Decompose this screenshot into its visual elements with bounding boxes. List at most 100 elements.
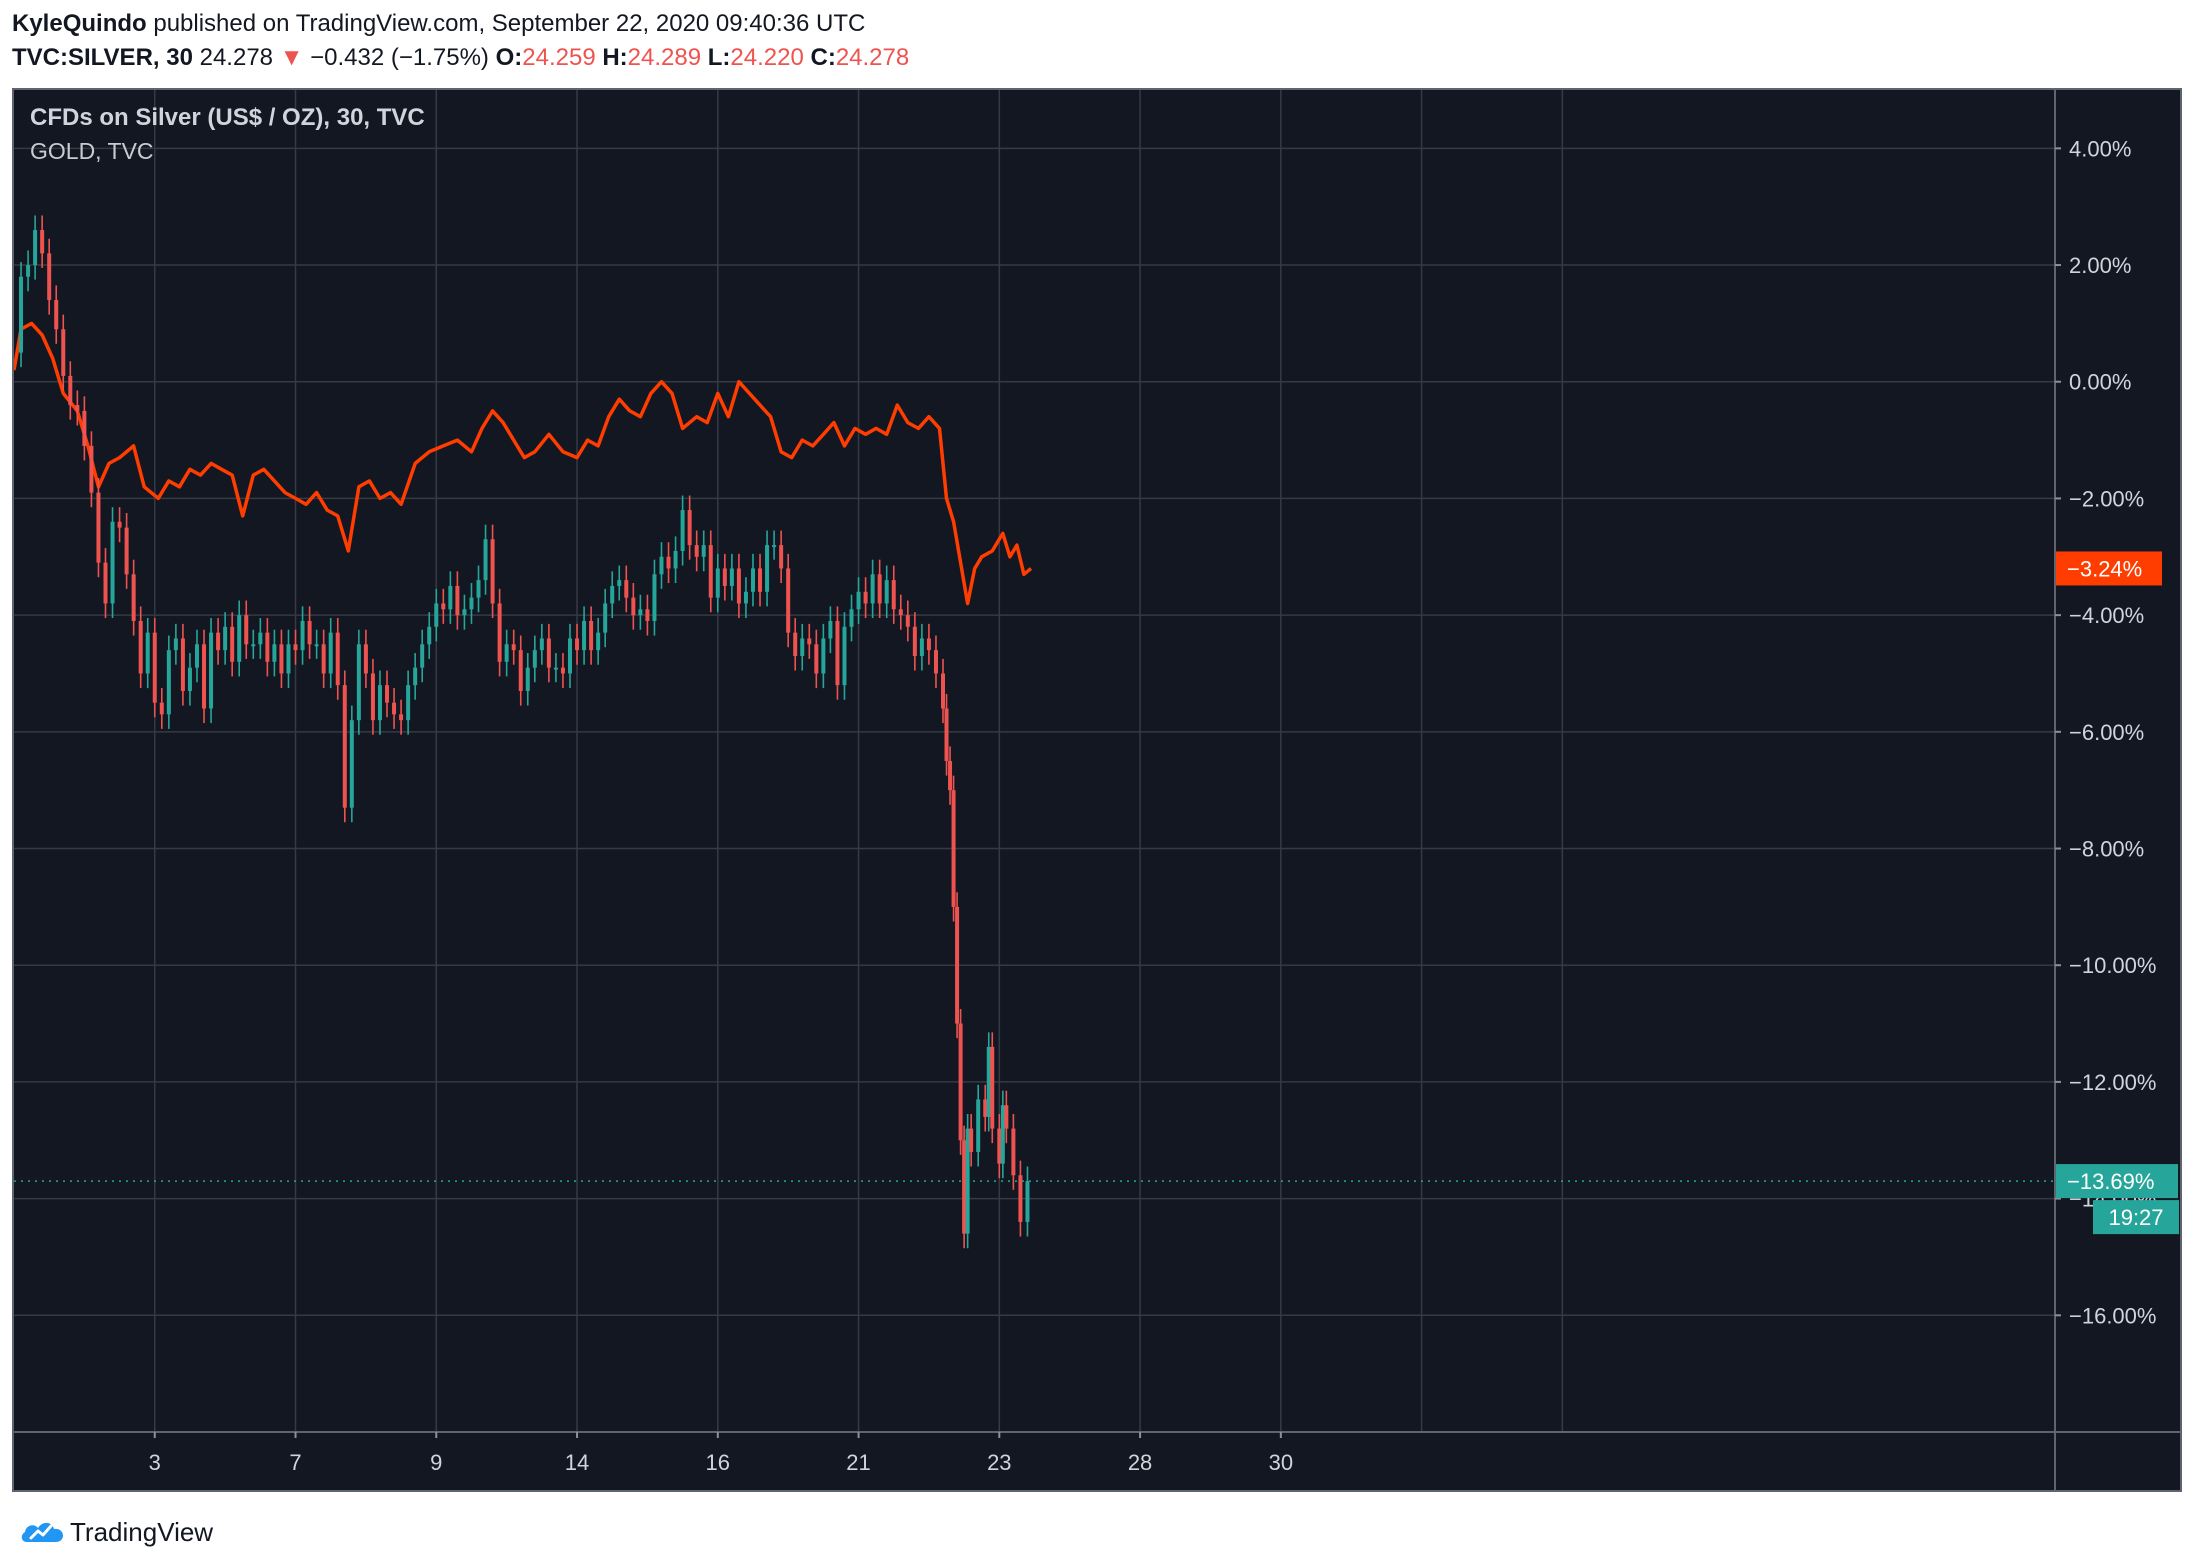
silver-candle-body (786, 568, 791, 633)
x-tick-label: 16 (706, 1450, 730, 1475)
open-value: 24.259 (522, 44, 596, 71)
silver-candle-body (912, 626, 917, 656)
silver-candle-body (944, 708, 949, 761)
silver-candle-body (596, 632, 601, 651)
chart-canvas[interactable]: 4.00% 2.00% 0.00% −2.00% −4.00% −6.00% −8.00% −… (14, 90, 2180, 1490)
silver-candle-body (926, 638, 931, 651)
silver-candle-body (884, 580, 889, 604)
silver-candle-body (420, 644, 425, 668)
x-tick-label: 23 (987, 1450, 1011, 1475)
silver-candle-body (61, 329, 66, 376)
silver-candle-body (1000, 1105, 1005, 1164)
low-value: 24.220 (730, 44, 804, 71)
silver-candle-body (652, 574, 657, 621)
silver-candle-body (758, 568, 763, 592)
silver-candle-body (948, 761, 953, 791)
silver-candle-body (870, 574, 875, 604)
silver-candle-body (941, 673, 946, 709)
silver-candle-body (969, 1128, 974, 1152)
silver-candle-body (828, 620, 833, 639)
silver-candle-body (202, 644, 207, 709)
y-tick-label: −10.00% (2069, 953, 2156, 978)
high-value: 24.289 (627, 44, 702, 71)
silver-candle-body (814, 644, 819, 674)
author-name[interactable]: KyleQuindo (12, 10, 147, 37)
silver-candle-body (68, 375, 73, 406)
low-label: L: (707, 44, 731, 71)
tradingview-cloud-icon (21, 1522, 64, 1542)
x-tick-label: 21 (846, 1450, 870, 1475)
silver-candle-body (694, 545, 699, 557)
silver-candle-body (793, 632, 798, 656)
silver-candle-body (54, 300, 59, 330)
silver-candle-body (546, 638, 551, 668)
silver-candle-body (399, 714, 404, 721)
silver-candle-body (209, 632, 214, 709)
y-tick-label: 0.00% (2069, 370, 2131, 395)
symbol-label[interactable]: TVC:SILVER, 30 (12, 44, 193, 71)
x-tick-label: 7 (289, 1450, 301, 1475)
silver-candle-body (75, 405, 80, 411)
silver-candle-body (427, 626, 432, 645)
silver-candle-body (525, 667, 530, 691)
silver-candle-body (272, 644, 277, 662)
silver-candle-body (131, 574, 136, 621)
silver-candle-body (680, 510, 685, 551)
silver-candle-body (983, 1099, 988, 1117)
silver-candle-body (560, 667, 565, 674)
y-tick-label: −2.00% (2069, 486, 2144, 511)
silver-candle-body (511, 644, 516, 651)
silver-candle-body (708, 545, 713, 598)
silver-candle-body (905, 615, 910, 627)
tradingview-brand: TradingView (70, 1517, 214, 1547)
silver-candle-body (462, 609, 467, 616)
silver-candle-body (1004, 1105, 1009, 1129)
y-tick-label: −8.00% (2069, 837, 2144, 862)
silver-candle-body (258, 632, 263, 645)
silver-candle-body (370, 673, 375, 721)
silver-candle-body (955, 906, 960, 1024)
silver-candle-body (729, 568, 734, 586)
silver-candle-body (919, 638, 924, 656)
silver-candle-body (807, 638, 812, 645)
silver-candle-body (715, 568, 720, 598)
y-tick-label: −16.00% (2069, 1303, 2156, 1328)
chart-panel[interactable]: 4.00% 2.00% 0.00% −2.00% −4.00% −6.00% −8.00% −… (12, 88, 2182, 1492)
silver-candle-body (990, 1046, 995, 1129)
silver-candle-body (335, 632, 340, 686)
silver-candle-body (110, 521, 115, 604)
silver-candle-body (958, 1023, 963, 1141)
publication-line: KyleQuindo published on TradingView.com,… (12, 8, 865, 40)
silver-candle-body (124, 527, 129, 575)
silver-candle-body (441, 603, 446, 610)
silver-candle-body (251, 644, 256, 647)
silver-candle-body (180, 638, 185, 691)
silver-candle-body (349, 720, 354, 808)
silver-candle-body (962, 1140, 967, 1234)
down-arrow-icon: ▼ (279, 44, 304, 71)
bar-countdown-label: 19:27 (2108, 1205, 2163, 1230)
silver-candle-body (497, 603, 502, 662)
silver-candle-body (40, 230, 45, 254)
silver-candle-body (392, 702, 397, 715)
silver-candle-body (223, 626, 228, 651)
silver-candle-body (413, 667, 418, 686)
silver-candle-body (553, 667, 558, 670)
silver-candle-body (772, 545, 777, 548)
silver-candle-body (82, 410, 87, 446)
gold-last-value-marker (2056, 551, 2162, 586)
close-label: C: (810, 44, 836, 71)
silver-candle-body (532, 650, 537, 668)
silver-candle-body (230, 626, 235, 662)
silver-candle-body (307, 620, 312, 645)
silver-candle-body (986, 1046, 991, 1117)
silver-candle-body (328, 632, 333, 674)
silver-candle-body (89, 445, 94, 493)
silver-candle-body (26, 265, 31, 277)
silver-candle-body (33, 230, 38, 266)
silver-candle-body (582, 620, 587, 651)
gold-series-line (14, 321, 1033, 606)
silver-candle-body (701, 545, 706, 557)
silver-candle-body (518, 650, 523, 691)
silver-candle-body (103, 562, 108, 604)
